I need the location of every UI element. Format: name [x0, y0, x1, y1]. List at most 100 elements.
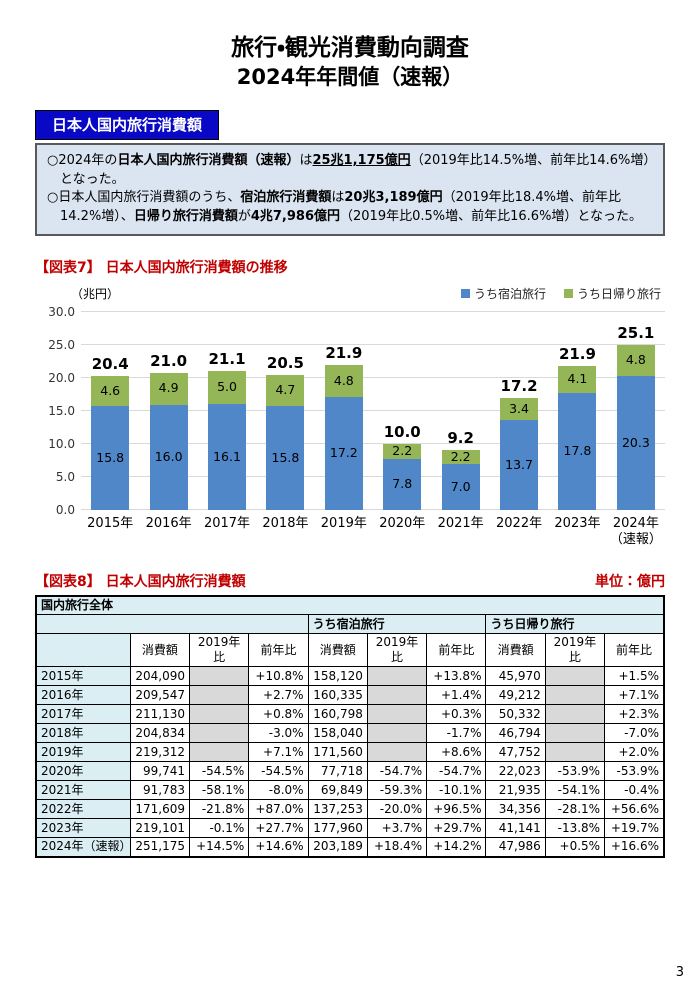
value-cell: +2.3%	[604, 704, 665, 725]
x-axis-label: 2024年 （速報）	[609, 516, 662, 548]
bar-segment-daytrip: 4.6	[91, 375, 130, 407]
value-cell: -54.5%	[248, 761, 309, 782]
value-cell: -8.0%	[248, 780, 309, 801]
document-title: 旅行・観光消費動向調査 2024年年間値（速報）	[35, 0, 665, 90]
value-cell: -54.7%	[426, 761, 487, 782]
y-axis-tick-label: 5.0	[55, 470, 75, 485]
value-cell: +13.8%	[426, 666, 487, 687]
figure7-chart: （兆円） うち宿泊旅行 うち日帰り旅行 0.0 5.0 10.0 15.0 20.0 25.…	[35, 285, 665, 547]
gridline	[81, 443, 665, 445]
value-cell: -0.1%	[188, 818, 250, 839]
y-axis-tick-label: 25.0	[48, 338, 75, 353]
bar-segment-stay: 16.0	[149, 404, 188, 511]
value-cell: 160,335	[307, 685, 368, 706]
year-cell: 2017年	[35, 704, 131, 725]
value-cell: +0.3%	[426, 704, 487, 725]
table-column-header: 2019年比	[544, 633, 606, 668]
table-column-header: 消費額	[307, 633, 368, 668]
legend-swatch-icon	[460, 289, 470, 299]
value-cell: +14.2%	[426, 837, 487, 858]
bar-group: 10.0 2.2 7.8	[373, 312, 431, 511]
gridline	[81, 344, 665, 346]
na-cell	[188, 742, 250, 763]
bar-segment-daytrip: 4.8	[616, 344, 655, 377]
table-group-header: うち日帰り旅行	[485, 614, 665, 635]
value-cell: -54.1%	[544, 780, 606, 801]
value-cell: 171,560	[307, 742, 368, 763]
na-cell	[366, 666, 428, 687]
na-cell	[366, 685, 428, 706]
value-cell: 69,849	[307, 780, 368, 801]
x-axis-label: 2016年	[145, 516, 192, 532]
table-row: 2022年 171,609 -21.8% +87.0% 137,253 -20.0% +96…	[35, 799, 665, 820]
bar-segment-daytrip: 5.0	[208, 371, 247, 405]
na-cell	[544, 666, 606, 687]
bar-group: 21.9 4.1 17.8	[548, 312, 606, 511]
summary-bullet: ○日本人国内旅行消費額のうち、宿泊旅行消費額は20兆3,189億円（2019年比…	[47, 190, 643, 224]
table-header-spacer	[35, 614, 309, 635]
bar-total-label: 21.0	[150, 351, 188, 370]
bar-total-label: 10.0	[383, 423, 421, 442]
value-cell: 49,212	[485, 685, 546, 706]
value-cell: -21.8%	[188, 799, 250, 820]
bar-group: 21.1 5.0 16.1	[198, 312, 256, 511]
bar-segment-stay: 17.8	[558, 392, 597, 511]
table-column-header: 消費額	[485, 633, 546, 668]
value-cell: 219,312	[129, 742, 191, 763]
value-cell: +2.0%	[604, 742, 665, 763]
na-cell	[188, 704, 250, 725]
value-cell: -7.0%	[604, 723, 665, 744]
x-axis-label: 2022年	[496, 516, 543, 532]
value-cell: -53.9%	[604, 761, 665, 782]
na-cell	[366, 704, 428, 725]
bar-group: 17.2 3.4 13.7	[490, 312, 548, 511]
value-cell: -54.7%	[366, 761, 428, 782]
plot-area: 0.0 5.0 10.0 15.0 20.0 25.0 30.0 20.4 4.6 15.8 21.…	[48, 305, 665, 517]
bar-group: 9.2 2.2 7.0	[431, 312, 489, 511]
bar-segment-stay: 7.8	[383, 458, 422, 511]
year-cell: 2020年	[35, 761, 131, 782]
x-axis-label: 2023年	[554, 516, 601, 532]
value-cell: +0.8%	[248, 704, 309, 725]
table-row: 2021年 91,783 -58.1% -8.0% 69,849 -59.3% -10.1%…	[35, 780, 665, 801]
x-axis-label: 2017年	[203, 516, 251, 532]
table-column-header: 消費額	[129, 633, 191, 668]
bar-total-label: 20.4	[91, 354, 129, 373]
value-cell: -10.1%	[426, 780, 487, 801]
table-column-header: 2019年比	[366, 633, 428, 668]
table-row: 2017年 211,130 +0.8% 160,798 +0.3% 50,332 +2.3%	[35, 704, 665, 725]
value-cell: +29.7%	[426, 818, 487, 839]
x-axis-label: 2019年	[320, 516, 367, 532]
unit-label: 単位：億円	[595, 573, 665, 590]
value-cell: +10.8%	[248, 666, 309, 687]
value-cell: -54.5%	[188, 761, 250, 782]
value-cell: +8.6%	[426, 742, 487, 763]
bar-segment-stay: 15.8	[266, 406, 305, 511]
value-cell: 158,120	[307, 666, 368, 687]
gridline	[81, 509, 665, 511]
value-cell: -13.8%	[544, 818, 606, 839]
table-column-header: 前年比	[426, 633, 487, 668]
value-cell: 177,960	[307, 818, 368, 839]
na-cell	[544, 685, 606, 706]
value-cell: +19.7%	[604, 818, 665, 839]
table-row: 2024年（速報） 251,175 +14.5% +14.6% 203,189 +18.4…	[35, 837, 665, 858]
table-column-header: 前年比	[248, 633, 309, 668]
na-cell	[188, 723, 250, 744]
page-number: 3	[675, 965, 684, 980]
value-cell: +7.1%	[604, 685, 665, 706]
figure8-heading: 【図表8】 日本人国内旅行消費額 単位：億円	[35, 571, 665, 591]
year-cell: 2018年	[35, 723, 131, 744]
y-axis-tick-label: 20.0	[48, 371, 75, 386]
value-cell: -28.1%	[544, 799, 606, 820]
bar-segment-daytrip: 2.2	[383, 444, 422, 459]
x-axis-label: 2020年	[379, 516, 426, 532]
x-axis: 2015年 2016年 2017年 2018年 2019年 2020年 2021年 2022年…	[81, 516, 665, 547]
value-cell: 137,253	[307, 799, 368, 820]
value-cell: 41,141	[485, 818, 546, 839]
section-banner: 日本人国内旅行消費額	[35, 110, 220, 141]
gridline	[81, 410, 665, 412]
legend-swatch-icon	[563, 289, 573, 299]
figure8-title: 【図表8】 日本人国内旅行消費額	[35, 573, 246, 590]
